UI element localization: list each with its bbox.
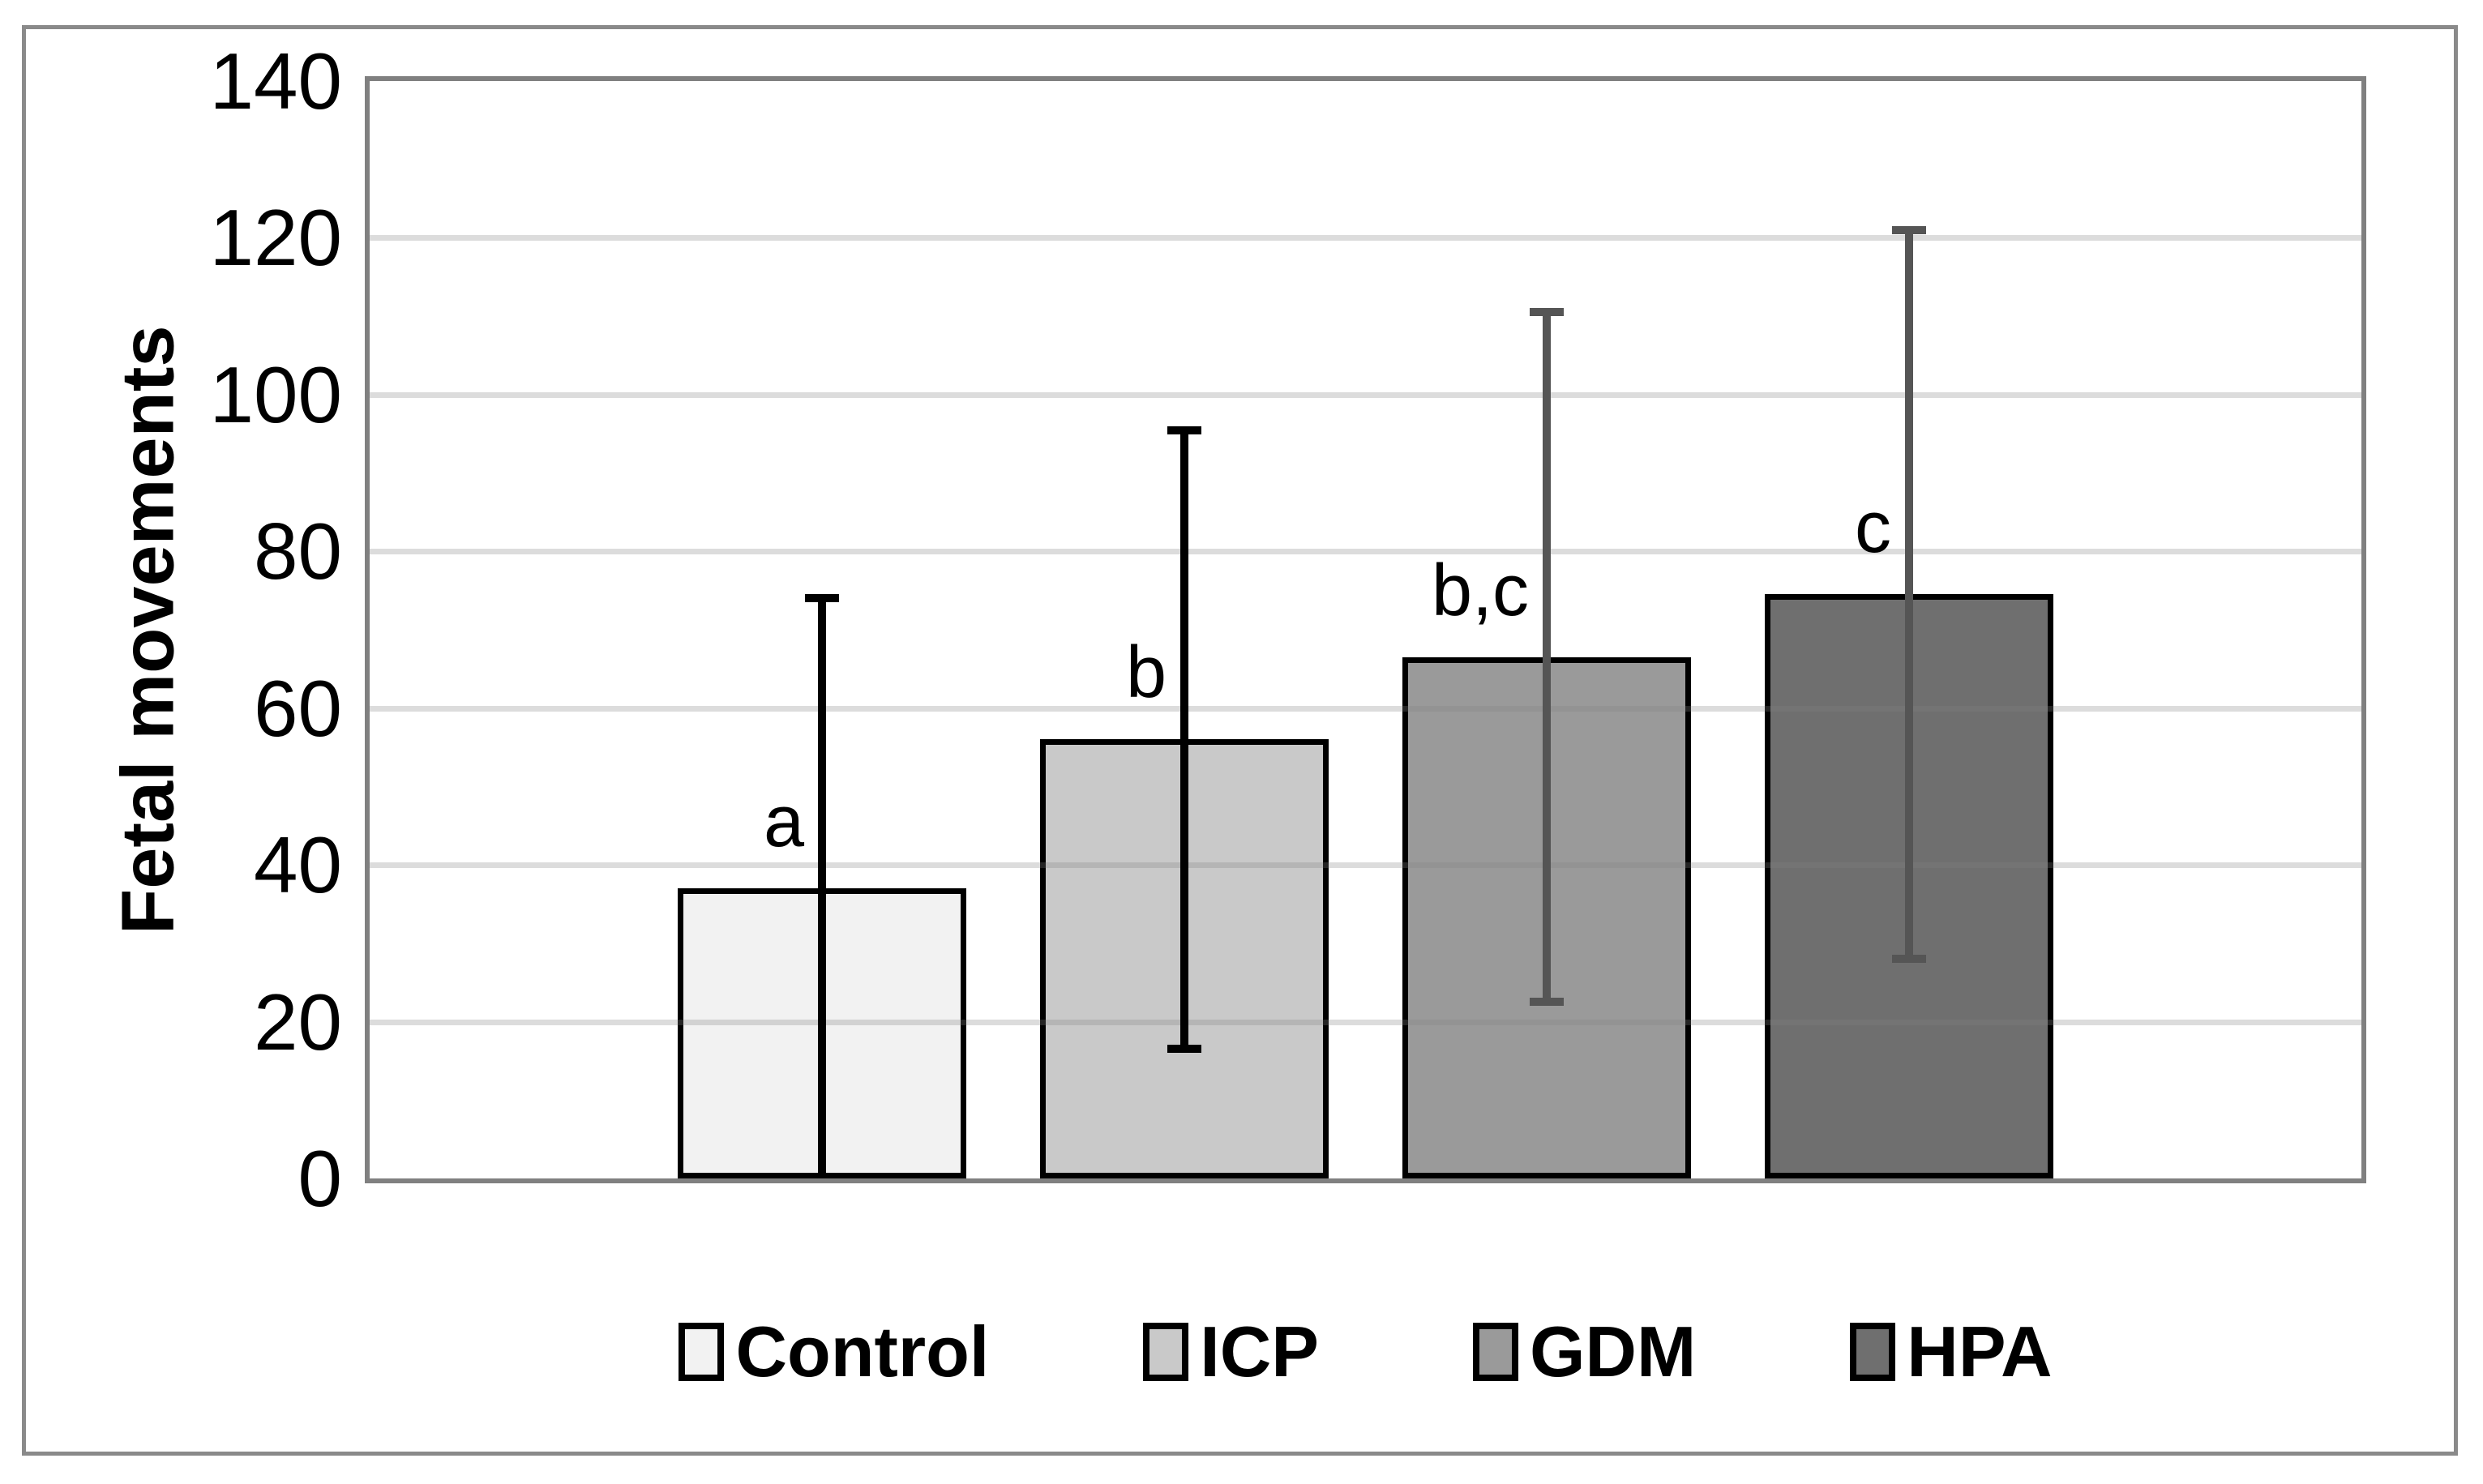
error-bar-gdm <box>1543 308 1551 1007</box>
legend-swatch-icp <box>1143 1323 1189 1381</box>
legend-item-gdm: GDM <box>1472 1311 1697 1392</box>
legend-label-icp: ICP <box>1200 1311 1319 1392</box>
gridline-100 <box>370 391 2361 398</box>
y-tick-label-20: 20 <box>253 977 342 1067</box>
error-cap-bottom-gdm <box>1530 998 1564 1007</box>
legend-item-control: Control <box>679 1311 989 1392</box>
legend-item-hpa: HPA <box>1850 1311 2053 1392</box>
gridline-120 <box>370 235 2361 242</box>
error-bar-icp <box>1180 426 1188 1054</box>
y-tick-label-40: 40 <box>253 820 342 910</box>
plot-inner-layer: 0 20 40 60 80 100 120 140 a b b,c c <box>209 41 2361 1218</box>
legend: Control ICP GDM HPA <box>365 1303 2366 1401</box>
error-cap-bottom-hpa <box>1892 955 1926 964</box>
legend-item-icp: ICP <box>1143 1311 1319 1392</box>
y-tick-label-100: 100 <box>209 349 342 439</box>
legend-label-hpa: HPA <box>1907 1311 2053 1392</box>
error-cap-bottom-icp <box>1167 1045 1201 1054</box>
error-bar-control <box>818 594 826 1178</box>
error-cap-top-icp <box>1167 426 1201 434</box>
y-tick-label-80: 80 <box>253 507 342 597</box>
gridline-20 <box>370 1019 2361 1025</box>
error-cap-top-gdm <box>1530 308 1564 317</box>
legend-swatch-control <box>679 1323 725 1381</box>
gridline-60 <box>370 705 2361 712</box>
legend-swatch-gdm <box>1472 1323 1518 1381</box>
error-bar-hpa <box>1905 225 1913 964</box>
significance-label-icp: b <box>1125 632 1167 714</box>
y-tick-label-140: 140 <box>209 36 342 126</box>
gridline-80 <box>370 549 2361 555</box>
y-axis-title: Fetal movements <box>106 325 190 934</box>
error-cap-top-control <box>805 594 839 603</box>
gridline-40 <box>370 862 2361 869</box>
legend-label-gdm: GDM <box>1529 1311 1697 1392</box>
significance-label-hpa: c <box>1855 487 1891 569</box>
significance-label-gdm: b,c <box>1431 550 1529 631</box>
y-tick-label-0: 0 <box>298 1134 342 1223</box>
y-tick-label-60: 60 <box>253 663 342 753</box>
y-tick-label-120: 120 <box>209 193 342 283</box>
plot-area: 0 20 40 60 80 100 120 140 a b b,c c <box>209 41 2366 1218</box>
significance-label-control: a <box>763 780 804 862</box>
legend-label-control: Control <box>735 1311 990 1392</box>
error-cap-top-hpa <box>1892 225 1926 234</box>
legend-swatch-hpa <box>1850 1323 1896 1381</box>
